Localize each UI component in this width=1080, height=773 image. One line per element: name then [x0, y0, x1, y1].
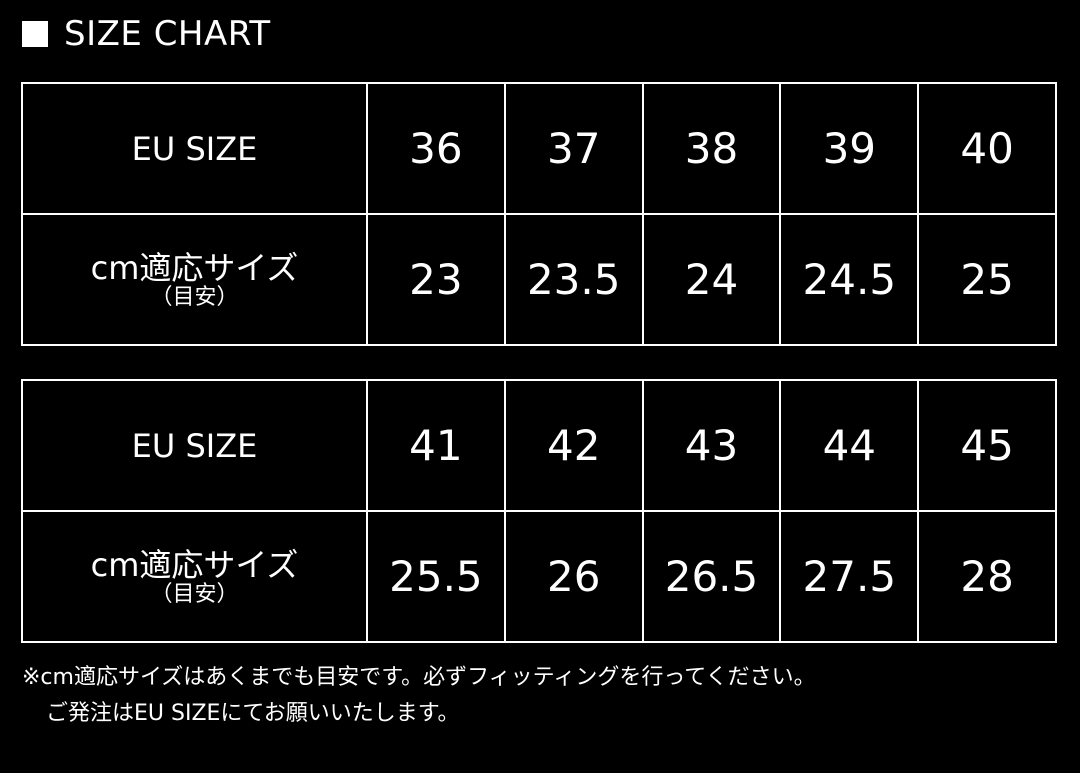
eu-size-cell: 44	[779, 379, 920, 512]
cm-size-cell: 24.5	[779, 213, 920, 346]
cm-size-label-sub: （目安）	[150, 581, 239, 607]
eu-size-cell: 42	[503, 379, 644, 512]
cm-size-cell: 24	[641, 213, 782, 346]
eu-size-cell: 45	[917, 379, 1057, 512]
eu-size-cell: 37	[503, 82, 644, 215]
eu-size-cell: 43	[641, 379, 782, 512]
cm-size-label: cm適応サイズ （目安）	[21, 510, 368, 643]
eu-size-cell: 41	[366, 379, 506, 512]
eu-size-cell: 36	[366, 82, 506, 215]
cm-size-cell: 26	[503, 510, 644, 643]
cm-size-label: cm適応サイズ （目安）	[21, 213, 368, 346]
cm-size-label-main: cm適応サイズ	[90, 248, 299, 287]
table-row-eu: EU SIZE 41 42 43 44 45	[21, 379, 1057, 512]
cm-size-label-main: cm適応サイズ	[90, 545, 299, 584]
title-text: SIZE CHART	[64, 14, 271, 54]
footnote-line: ※cm適応サイズはあくまでも目安です。必ずフィッティングを行ってください。	[22, 665, 816, 690]
footnote-line: ご発注はEU SIZEにてお願いいたします。	[46, 701, 460, 726]
eu-size-cell: 39	[779, 82, 920, 215]
table-row-cm: cm適応サイズ （目安） 25.5 26 26.5 27.5 28	[21, 510, 1057, 643]
cm-size-cell: 27.5	[779, 510, 920, 643]
eu-size-label: EU SIZE	[21, 82, 368, 215]
cm-size-cell: 28	[917, 510, 1057, 643]
size-table-2: EU SIZE 41 42 43 44 45 cm適応サイズ （目安） 25.5…	[21, 379, 1057, 643]
cm-size-cell: 25	[917, 213, 1057, 346]
cm-size-label-sub: （目安）	[150, 284, 239, 310]
square-bullet-icon	[22, 21, 48, 47]
eu-size-label: EU SIZE	[21, 379, 368, 512]
cm-size-cell: 25.5	[366, 510, 506, 643]
table-row-eu: EU SIZE 36 37 38 39 40	[21, 82, 1057, 215]
page-title: SIZE CHART	[22, 14, 271, 54]
eu-size-cell: 40	[917, 82, 1057, 215]
cm-size-cell: 23	[366, 213, 506, 346]
cm-size-cell: 26.5	[641, 510, 782, 643]
footnote: ※cm適応サイズはあくまでも目安です。必ずフィッティングを行ってください。 ご発…	[22, 660, 816, 732]
cm-size-cell: 23.5	[503, 213, 644, 346]
eu-size-cell: 38	[641, 82, 782, 215]
table-row-cm: cm適応サイズ （目安） 23 23.5 24 24.5 25	[21, 213, 1057, 346]
size-table-1: EU SIZE 36 37 38 39 40 cm適応サイズ （目安） 23 2…	[21, 82, 1057, 346]
